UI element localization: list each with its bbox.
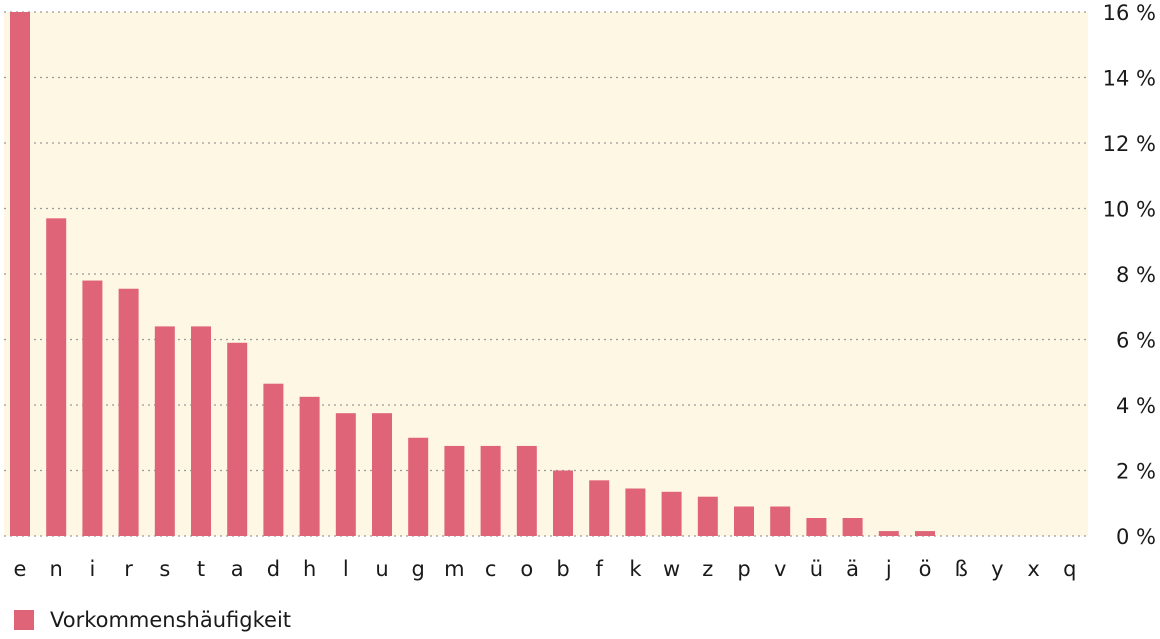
bar-m: [444, 445, 465, 536]
x-tick-label: z: [702, 557, 713, 581]
legend: Vorkommenshäufigkeit: [14, 608, 291, 632]
legend-swatch: [14, 610, 34, 630]
x-tick-label: q: [1063, 557, 1076, 581]
bar-c: [480, 445, 501, 536]
bar-j: [878, 531, 899, 536]
bar-u: [372, 413, 392, 536]
bar-g: [408, 437, 429, 536]
bar-v: [770, 506, 791, 536]
y-tick-label: 2 %: [1116, 460, 1156, 484]
x-tick-label: t: [197, 557, 205, 581]
x-tick-label: y: [991, 557, 1003, 581]
bar-s: [154, 326, 175, 536]
x-tick-label: ö: [919, 557, 932, 581]
x-tick-label: i: [89, 557, 95, 581]
x-tick-label: m: [444, 557, 464, 581]
x-tick-label: c: [485, 557, 497, 581]
y-tick-label: 16 %: [1103, 1, 1156, 25]
bar-z: [697, 496, 718, 536]
y-tick-label: 10 %: [1103, 198, 1156, 222]
x-tick-label: p: [737, 557, 750, 581]
x-tick-label: h: [303, 557, 316, 581]
x-tick-label: ä: [846, 557, 859, 581]
y-tick-label: 0 %: [1116, 525, 1156, 549]
x-tick-label: f: [595, 557, 603, 581]
y-tick-label: 14 %: [1103, 67, 1156, 91]
y-tick-label: 8 %: [1116, 263, 1156, 287]
x-tick-label: d: [267, 557, 280, 581]
x-tick-label: ß: [955, 557, 968, 581]
legend-label: Vorkommenshäufigkeit: [50, 608, 292, 632]
bar-ä: [842, 517, 863, 536]
bar-d: [263, 383, 284, 536]
bar-ü: [806, 517, 827, 536]
x-tick-label: v: [774, 557, 786, 581]
bar-h: [299, 396, 320, 536]
y-tick-label: 6 %: [1116, 329, 1156, 353]
x-tick-label: g: [412, 557, 425, 581]
x-tick-label: a: [231, 557, 244, 581]
bar-i: [82, 280, 103, 536]
x-tick-label: ü: [810, 557, 823, 581]
bar-a: [227, 342, 248, 536]
x-tick-label: x: [1027, 557, 1039, 581]
bar-o: [516, 445, 537, 536]
y-tick-label: 4 %: [1116, 394, 1156, 418]
x-tick-label: l: [343, 557, 349, 581]
bar-f: [589, 480, 610, 536]
x-tick-label: o: [520, 557, 533, 581]
bar-r: [118, 288, 139, 536]
bar-b: [553, 470, 573, 536]
bar-p: [734, 506, 754, 536]
x-tick-label: n: [50, 557, 63, 581]
x-tick-label: b: [556, 557, 569, 581]
gridlines: [4, 11, 1088, 537]
x-tick-label: k: [629, 557, 642, 581]
bars: [10, 12, 935, 536]
bar-n: [46, 218, 67, 536]
x-tick-label: r: [124, 557, 133, 581]
bar-ö: [915, 531, 935, 536]
bar-l: [335, 413, 356, 536]
x-tick-label: j: [885, 557, 892, 581]
bar-k: [625, 488, 646, 536]
bar-e: [10, 12, 30, 536]
x-tick-label: s: [159, 557, 170, 581]
x-tick-label: w: [663, 557, 680, 581]
bar-t: [191, 326, 211, 536]
y-axis-tick-labels: 0 % 2 % 4 % 6 % 8 % 10 % 12 % 14 % 16 %: [1103, 1, 1156, 549]
x-tick-label: u: [375, 557, 388, 581]
y-tick-label: 12 %: [1103, 132, 1156, 156]
x-tick-label: e: [14, 557, 27, 581]
bar-w: [661, 491, 682, 536]
